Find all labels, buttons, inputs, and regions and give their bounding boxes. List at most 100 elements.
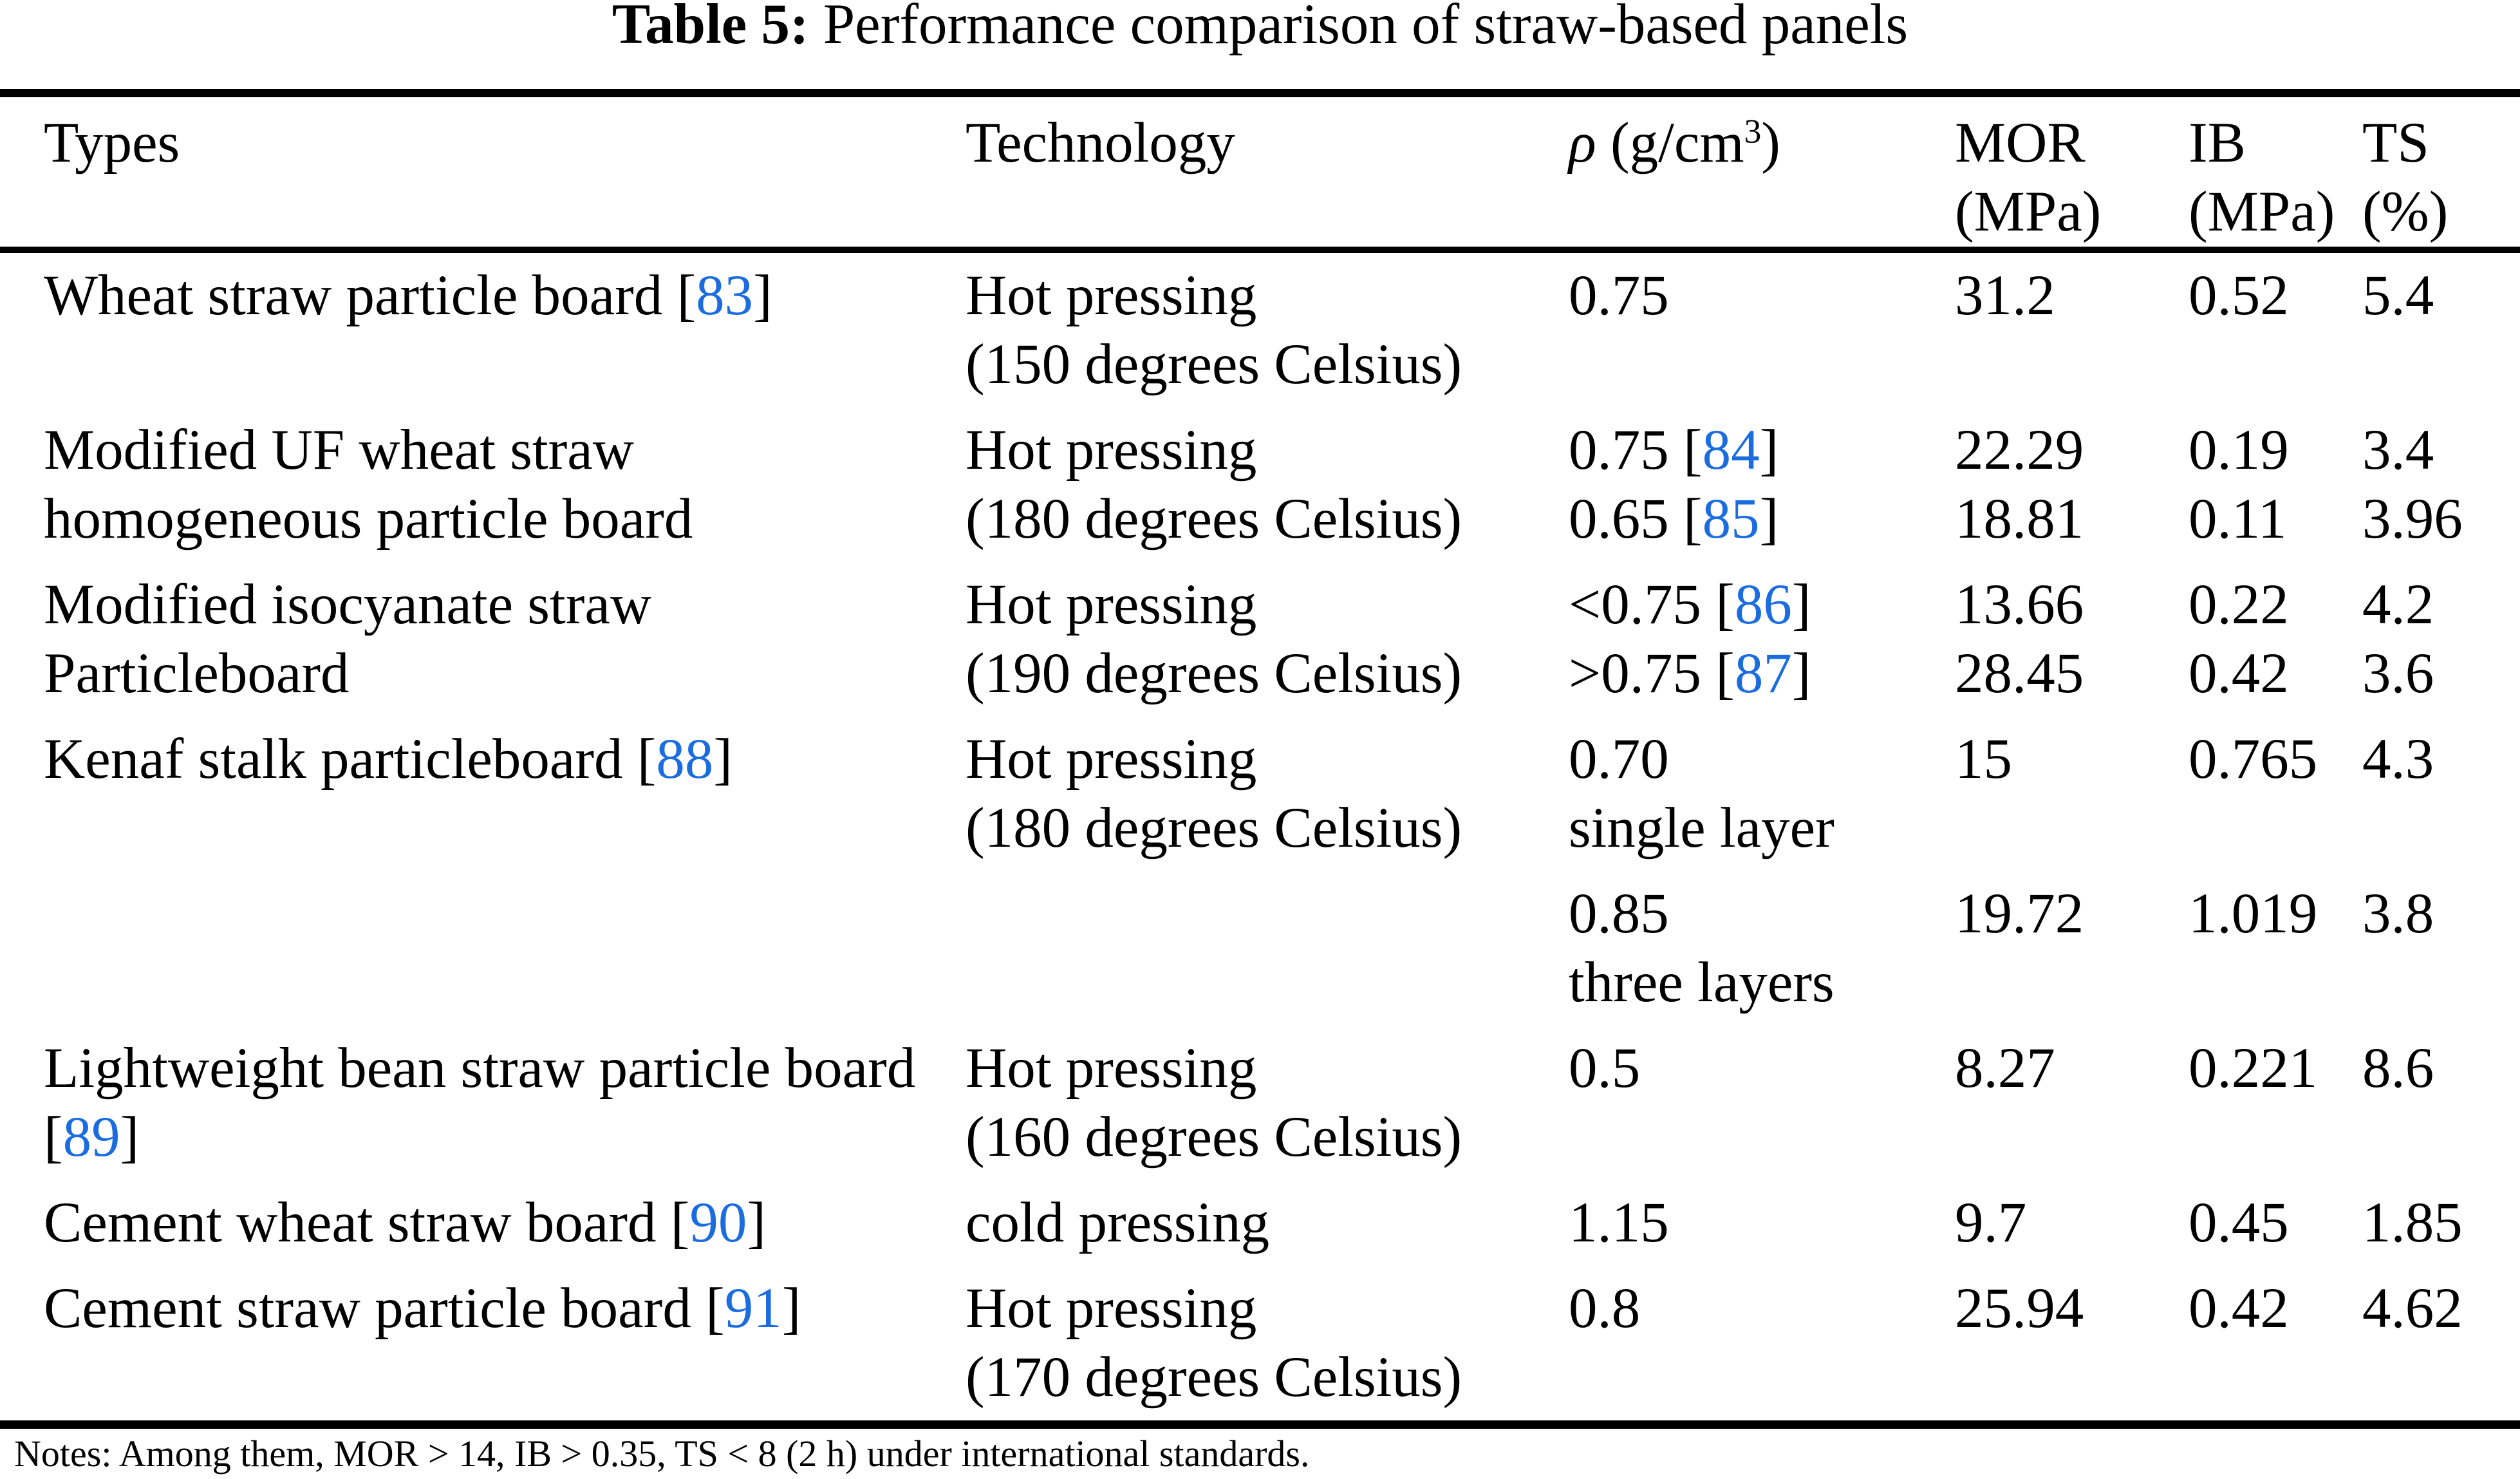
citation-link[interactable]: 88 [656,728,714,791]
cell-ts: 4.2 3.6 [2362,562,2520,717]
cell-mor: 25.94 [1955,1266,2189,1425]
cell-line: 0.765 [2189,728,2318,791]
table-row: Lightweight bean straw particle board [89… [0,1026,2520,1180]
cell-line: IB [2189,111,2246,174]
cell-ib: 0.221 [2189,1026,2362,1180]
cell-line: 15 [1955,728,2012,791]
col-header-density: ρ (g/cm3) [1569,93,1955,253]
citation-link[interactable]: 90 [689,1191,747,1254]
cell-density: 1.15 [1569,1180,1955,1266]
cell-density: 0.85 three layers [1569,871,1955,1026]
citation-link[interactable]: 87 [1734,642,1792,705]
cell-line: 0.19 [2189,419,2289,482]
cell-line: 1.019 [2189,882,2318,945]
cell-technology: Hot pressing (150 degrees Celsius) [966,250,1569,408]
cell-line: 4.3 [2362,728,2434,791]
citation-link[interactable]: 84 [1702,419,1760,482]
cell-line: 0.42 [2189,642,2289,705]
cell-density: 0.75 [1569,250,1955,408]
cell-line: 0.85 [1569,882,1669,945]
table-row: Cement wheat straw board [90] cold pressi… [0,1180,2520,1266]
cell-line: (180 degrees Celsius) [966,487,1462,551]
cell-line: 19.72 [1955,882,2084,945]
cell-line: 0.42 [2189,1277,2289,1340]
cell-ts: 4.62 [2362,1266,2520,1425]
cell-line: Hot pressing [966,728,1257,791]
cell-line: Cement straw particle board [91] [44,1277,801,1340]
cell-line: 0.11 [2189,487,2287,551]
cell-line: 3.96 [2362,487,2463,551]
cell-line: 0.5 [1569,1037,1641,1100]
cell-line: (150 degrees Celsius) [966,333,1462,396]
cell-line: 1.85 [2362,1191,2463,1254]
cell-line: (190 degrees Celsius) [966,642,1462,705]
citation-link[interactable]: 86 [1734,573,1792,636]
table-row: Modified UF wheat straw homogeneous parti… [0,408,2520,562]
cell-line: Hot pressing [966,419,1257,482]
cell-ib: 0.45 [2189,1180,2362,1266]
citation-link[interactable]: 91 [724,1277,782,1340]
cell-mor: 15 [1955,717,2189,871]
cell-line: single layer [1569,796,1834,860]
table-caption-text: Performance comparison of straw-based pa… [823,0,1909,56]
cell-line: Modified UF wheat straw [44,419,635,482]
cell-density: 0.8 [1569,1266,1955,1425]
cell-line: (%) [2362,180,2449,243]
col-header-ib: IB (MPa) [2189,93,2362,253]
cell-ib: 1.019 [2189,871,2362,1026]
cell-line: 0.22 [2189,573,2289,636]
citation-link[interactable]: 89 [62,1106,120,1169]
cell-ts: 3.8 [2362,871,2520,1026]
cell-mor: 9.7 [1955,1180,2189,1266]
cell-ib: 0.765 [2189,717,2362,871]
cell-line: 0.52 [2189,264,2289,327]
cell-line: 4.2 [2362,573,2434,636]
cell-line: cold pressing [966,1191,1270,1254]
cell-line: 4.62 [2362,1277,2463,1340]
cell-line: 25.94 [1955,1277,2084,1340]
cell-line: [89] [44,1106,140,1169]
cell-technology: Hot pressing (170 degrees Celsius) [966,1266,1569,1425]
cell-line: 22.29 [1955,419,2084,482]
cell-ts: 1.85 [2362,1180,2520,1266]
cell-density: <0.75 [86] >0.75 [87] [1569,562,1955,717]
table-row: Kenaf stalk particleboard [88] Hot pressi… [0,717,2520,871]
cell-technology: Hot pressing (160 degrees Celsius) [966,1026,1569,1180]
cell-line: 1.15 [1569,1191,1669,1254]
header-row: Types Technology ρ (g/cm3) MOR (MPa) IB (MPa) T… [0,93,2520,253]
cell-line: Wheat straw particle board [83] [44,264,772,327]
cell-ib: 0.22 0.42 [2189,562,2362,717]
table-caption: Table 5: Performance comparison of straw-… [0,0,2520,59]
cell-line: >0.75 [87] [1569,642,1811,705]
table-body: Wheat straw particle board [83] Hot press… [0,250,2520,1425]
cell-ts: 4.3 [2362,717,2520,871]
cell-line: (170 degrees Celsius) [966,1346,1462,1409]
cell-density: 0.5 [1569,1026,1955,1180]
cell-line: ρ (g/cm3) [1569,111,1780,174]
cell-line: Technology [966,111,1235,174]
col-header-ts: TS (%) [2362,93,2520,253]
table-caption-label: Table 5: [611,0,809,56]
cell-line: three layers [1569,951,1834,1014]
cell-line: Hot pressing [966,573,1257,636]
cell-line: 0.45 [2189,1191,2289,1254]
cell-line: 0.65 [85] [1569,487,1779,551]
cell-types: Modified isocyanate straw Particleboard [0,562,966,717]
cell-types: Kenaf stalk particleboard [88] [0,717,966,871]
cell-ib: 0.19 0.11 [2189,408,2362,562]
citation-link[interactable]: 83 [696,264,754,327]
cell-types: Wheat straw particle board [83] [0,250,966,408]
col-header-types: Types [0,93,966,253]
cell-line: 9.7 [1955,1191,2027,1254]
citation-link[interactable]: 85 [1702,487,1760,551]
cell-line: Hot pressing [966,1277,1257,1340]
cell-ts: 5.4 [2362,250,2520,408]
cell-line: Lightweight bean straw particle board [44,1037,916,1100]
cell-types: Cement wheat straw board [90] [0,1180,966,1266]
cell-ib: 0.52 [2189,250,2362,408]
cell-types: Lightweight bean straw particle board [89… [0,1026,966,1180]
table-row: Wheat straw particle board [83] Hot press… [0,250,2520,408]
cell-line: 31.2 [1955,264,2055,327]
cell-line: 3.6 [2362,642,2434,705]
